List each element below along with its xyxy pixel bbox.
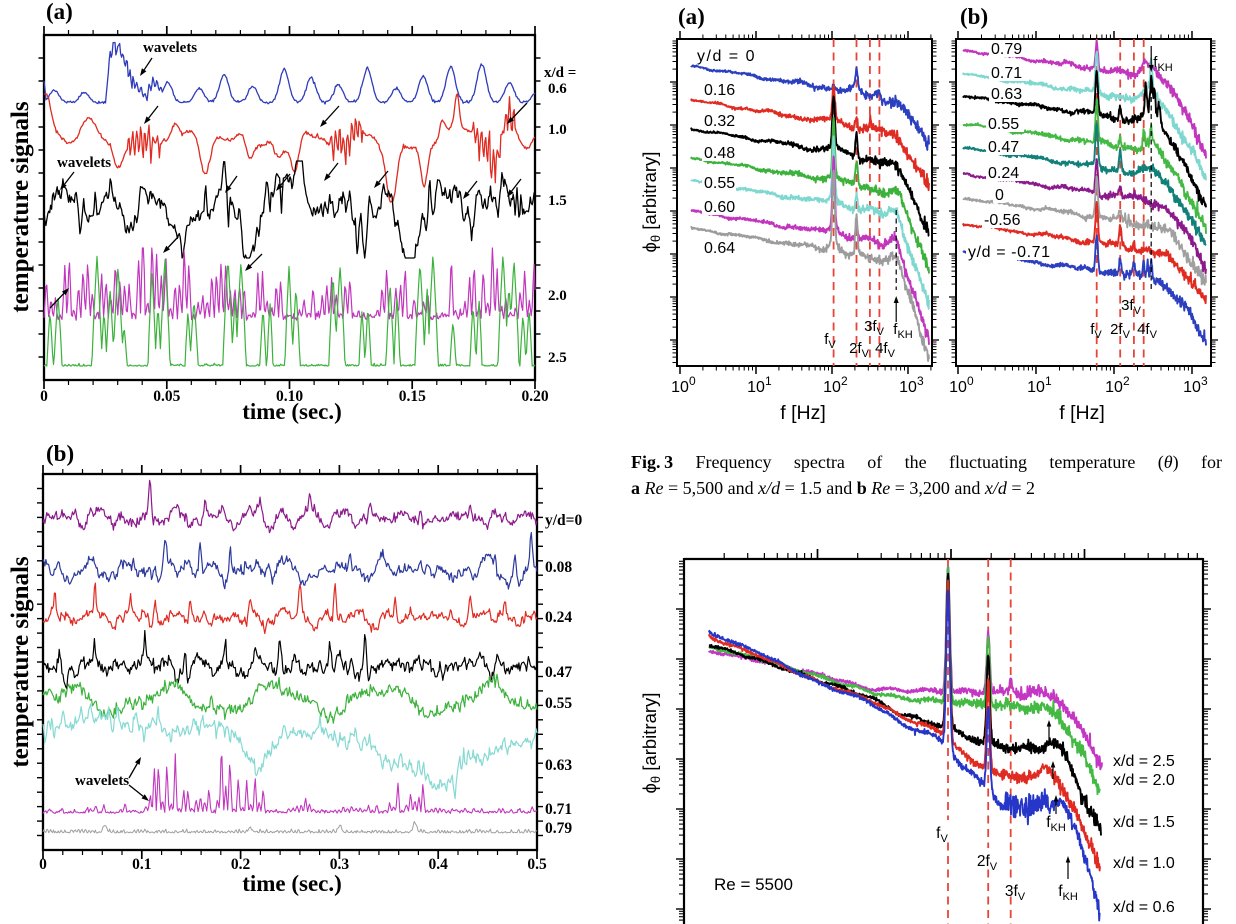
svg-text:0.5: 0.5 xyxy=(527,856,547,873)
svg-text:x/d =: x/d = xyxy=(544,65,576,81)
svg-text:0: 0 xyxy=(39,856,47,873)
svg-text:0.4: 0.4 xyxy=(429,856,449,873)
svg-text:0.16: 0.16 xyxy=(704,82,735,99)
svg-text:f [Hz]: f [Hz] xyxy=(1059,402,1105,424)
svg-text:wavelets: wavelets xyxy=(57,155,111,171)
svg-text:10: 10 xyxy=(823,379,841,396)
svg-text:2.0: 2.0 xyxy=(548,288,567,304)
svg-text:0.24: 0.24 xyxy=(545,609,572,626)
svg-text:10: 10 xyxy=(671,379,689,396)
svg-text:2.5: 2.5 xyxy=(548,350,567,366)
svg-text:(b): (b) xyxy=(46,441,74,466)
svg-text:0.48: 0.48 xyxy=(704,145,735,162)
svg-text:0.6: 0.6 xyxy=(548,81,567,97)
svg-text:0.24: 0.24 xyxy=(988,165,1019,182)
svg-text:Re = 5500: Re = 5500 xyxy=(714,875,793,894)
svg-text:time (sec.): time (sec.) xyxy=(242,871,342,896)
svg-text:(b): (b) xyxy=(960,4,988,29)
svg-text:0.1: 0.1 xyxy=(132,856,151,873)
svg-text:-0.56: -0.56 xyxy=(984,212,1021,229)
svg-text:(a): (a) xyxy=(678,4,705,29)
svg-text:0.55: 0.55 xyxy=(988,116,1019,133)
svg-text:0.2: 0.2 xyxy=(231,856,251,873)
svg-text:1.5: 1.5 xyxy=(548,193,567,209)
svg-text:time (sec.): time (sec.) xyxy=(242,399,342,424)
svg-text:0: 0 xyxy=(967,374,974,388)
svg-text:10: 10 xyxy=(949,379,967,396)
svg-text:y/d = -0.71: y/d = -0.71 xyxy=(968,244,1051,261)
svg-text:y/d = 0: y/d = 0 xyxy=(697,48,756,65)
svg-text:x/d = 2.5: x/d = 2.5 xyxy=(1113,753,1175,770)
svg-text:0.15: 0.15 xyxy=(399,388,426,405)
svg-text:2: 2 xyxy=(1123,374,1130,388)
svg-text:0.63: 0.63 xyxy=(545,757,572,774)
svg-text:0: 0 xyxy=(995,187,1004,204)
svg-text:0.08: 0.08 xyxy=(545,559,572,576)
svg-text:x/d = 2.0: x/d = 2.0 xyxy=(1113,772,1175,789)
svg-text:temperature signals: temperature signals xyxy=(7,556,34,768)
svg-text:10: 10 xyxy=(1027,379,1045,396)
svg-text:x/d = 0.6: x/d = 0.6 xyxy=(1113,899,1175,916)
svg-text:wavelets: wavelets xyxy=(75,773,129,789)
svg-text:f [Hz]: f [Hz] xyxy=(780,402,826,424)
svg-text:10: 10 xyxy=(1105,379,1123,396)
svg-text:ϕθ [arbitrary]: ϕθ [arbitrary] xyxy=(639,693,663,794)
svg-text:0.71: 0.71 xyxy=(545,801,572,818)
svg-text:0.55: 0.55 xyxy=(545,695,572,712)
svg-text:10: 10 xyxy=(747,379,765,396)
svg-text:0.79: 0.79 xyxy=(991,41,1022,58)
svg-text:0.10: 0.10 xyxy=(276,388,303,405)
svg-text:0.32: 0.32 xyxy=(704,113,735,130)
svg-text:0.63: 0.63 xyxy=(991,86,1022,103)
svg-text:3: 3 xyxy=(1201,374,1208,388)
svg-text:2: 2 xyxy=(841,374,848,388)
svg-text:(a): (a) xyxy=(46,0,73,24)
svg-text:10: 10 xyxy=(899,379,917,396)
svg-text:temperature signals: temperature signals xyxy=(7,101,34,313)
svg-text:x/d = 1.0: x/d = 1.0 xyxy=(1113,855,1175,872)
svg-text:0.60: 0.60 xyxy=(704,199,735,216)
svg-text:0.71: 0.71 xyxy=(991,65,1022,82)
svg-text:ϕθ [arbitrary]: ϕθ [arbitrary] xyxy=(639,152,663,253)
svg-text:1: 1 xyxy=(1045,374,1052,388)
svg-text:0: 0 xyxy=(40,388,48,405)
svg-text:0.79: 0.79 xyxy=(545,820,572,837)
svg-text:0.20: 0.20 xyxy=(521,388,548,405)
svg-text:0.05: 0.05 xyxy=(153,388,180,405)
svg-text:0.47: 0.47 xyxy=(545,664,572,681)
svg-text:10: 10 xyxy=(1183,379,1201,396)
svg-text:y/d=0: y/d=0 xyxy=(545,512,583,529)
svg-text:1.0: 1.0 xyxy=(548,122,567,138)
svg-text:3: 3 xyxy=(917,374,924,388)
svg-text:0.64: 0.64 xyxy=(704,240,735,257)
svg-text:0.55: 0.55 xyxy=(704,175,735,192)
svg-text:wavelets: wavelets xyxy=(143,40,197,56)
svg-text:1: 1 xyxy=(765,374,772,388)
svg-text:x/d = 1.5: x/d = 1.5 xyxy=(1113,814,1175,831)
svg-text:0.3: 0.3 xyxy=(330,856,350,873)
svg-text:0.47: 0.47 xyxy=(988,139,1019,156)
svg-text:0: 0 xyxy=(689,374,696,388)
